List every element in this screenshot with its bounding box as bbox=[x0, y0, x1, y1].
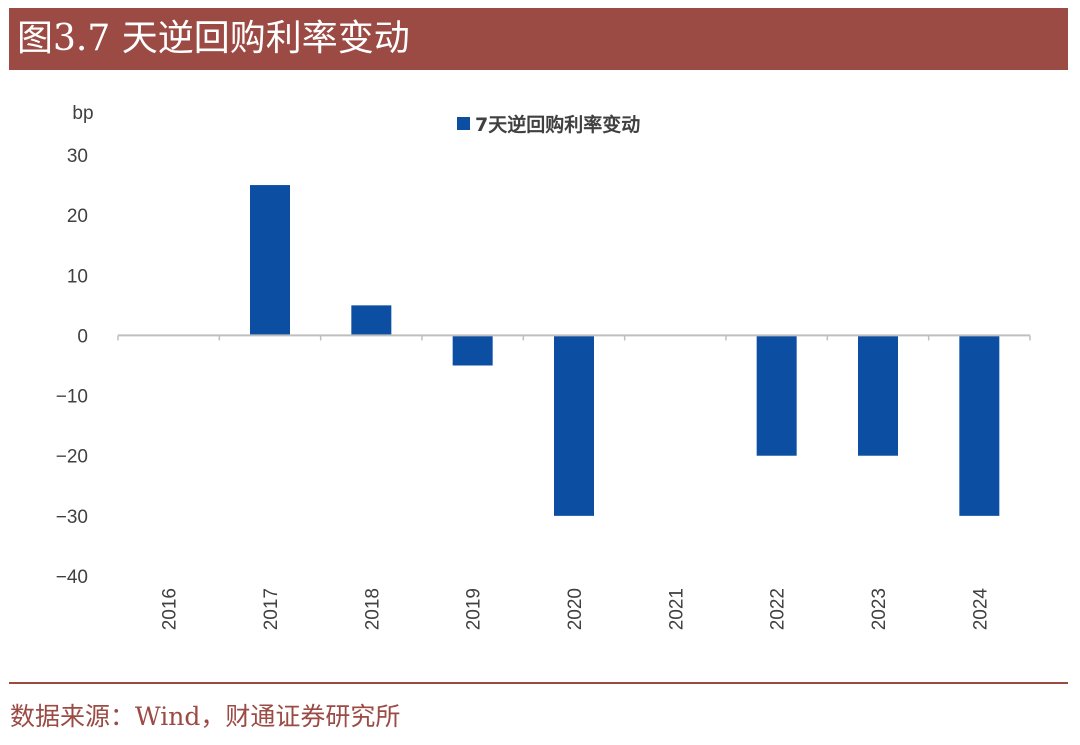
bar-2022 bbox=[756, 335, 797, 456]
bar-2024 bbox=[959, 335, 1000, 516]
bar-2023 bbox=[858, 335, 898, 456]
x-tick-label: 2019 bbox=[464, 588, 485, 630]
bar-chart: bp 7天逆回购利率变动 30 20 10 0 −10 −20 −30 −40 2016 201… bbox=[56, 103, 1031, 631]
x-tick-label: 2021 bbox=[666, 588, 687, 630]
source-note: 数据来源：Wind，财通证券研究所 bbox=[10, 702, 401, 731]
y-tick-label: 30 bbox=[67, 146, 88, 167]
bar-2018 bbox=[351, 305, 392, 336]
bar-2017 bbox=[250, 185, 290, 336]
y-tick-label: −20 bbox=[56, 447, 88, 468]
y-tick-label: −40 bbox=[56, 567, 88, 588]
x-tick-label: 2020 bbox=[565, 588, 586, 630]
footer-divider bbox=[9, 682, 1068, 684]
x-tick-label: 2022 bbox=[768, 588, 789, 630]
y-tick-label: 20 bbox=[67, 206, 88, 227]
legend-swatch bbox=[457, 117, 470, 130]
x-tick-label: 2017 bbox=[261, 588, 282, 630]
y-tick-label: −30 bbox=[56, 507, 88, 528]
y-tick-label: −10 bbox=[56, 387, 88, 408]
y-tick-label: 0 bbox=[77, 326, 88, 347]
x-tick-label: 2023 bbox=[869, 588, 890, 630]
title-bar: 图3.7 天逆回购利率变动 bbox=[9, 8, 1068, 70]
legend-label: 7天逆回购利率变动 bbox=[475, 113, 640, 136]
y-axis-unit-label: bp bbox=[72, 103, 93, 124]
y-tick-label: 10 bbox=[67, 266, 88, 287]
bar-2020 bbox=[554, 335, 594, 516]
bar-2019 bbox=[452, 335, 493, 366]
x-tick-label: 2024 bbox=[970, 588, 991, 631]
x-tick-label: 2018 bbox=[362, 588, 383, 630]
x-tick-label: 2016 bbox=[160, 588, 181, 630]
chart-title: 图3.7 天逆回购利率变动 bbox=[17, 18, 410, 59]
